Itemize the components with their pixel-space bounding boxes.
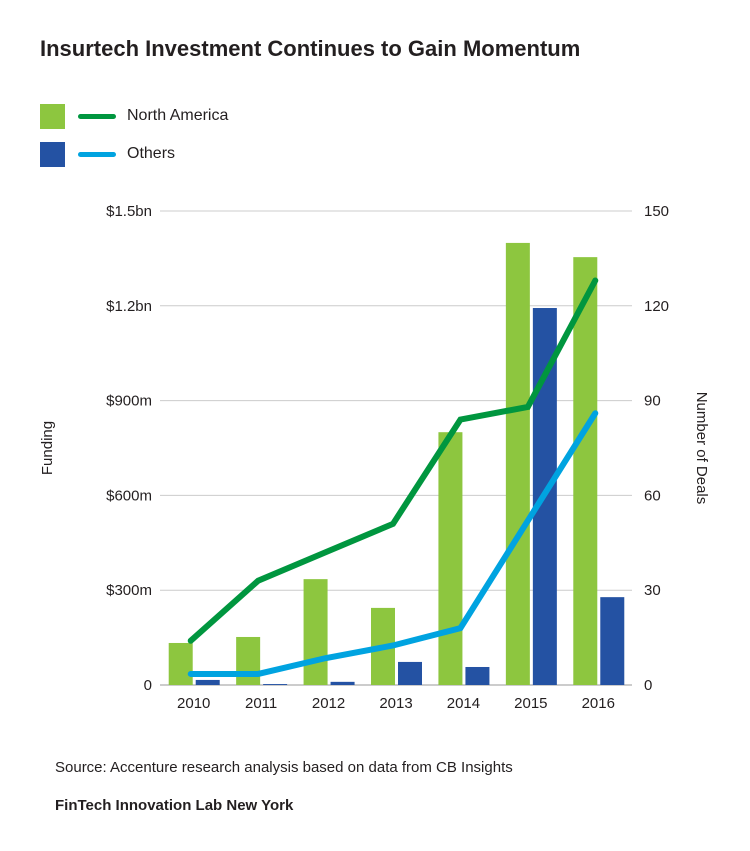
y-tick-label: 0 [144,677,152,694]
x-tick-label: 2016 [582,695,615,712]
bar-north-america [168,642,193,685]
bar-others [263,684,288,685]
y2-tick-label: 120 [644,298,669,315]
legend-label-north-america: North America [127,107,229,124]
y2-tick-label: 30 [644,582,661,599]
x-tick-label: 2012 [312,695,345,712]
bar-north-america [303,579,328,685]
y-tick-label: $300m [106,582,152,599]
bar-others [195,679,220,685]
x-tick-label: 2011 [245,695,277,712]
legend-line-swatch-north-america [78,114,116,119]
y-tick-label: $1.2bn [106,298,152,315]
bar-north-america [573,257,598,685]
bar-others [465,666,490,685]
y2-tick-label: 60 [644,487,661,504]
line-north-america [187,277,599,644]
x-tick-label: 2015 [514,695,547,712]
x-tick-label: 2014 [447,695,480,712]
legend-bar-swatch-north-america [40,104,65,129]
x-tick-label: 2010 [177,695,210,712]
chart-title: Insurtech Investment Continues to Gain M… [40,36,581,61]
bar-north-america [236,636,261,685]
y-tick-label: $900m [106,393,152,410]
y2-tick-label: 150 [644,203,669,220]
legend-bar-swatch-others [40,142,65,167]
bar-others [398,661,422,685]
line-others [187,410,599,677]
bar-north-america [438,432,463,685]
y2-axis-label: Number of Deals [693,392,710,505]
x-tick-label: 2013 [379,695,412,712]
legend-line-swatch-others [78,152,116,157]
bar-others [330,681,355,685]
y2-tick-label: 90 [644,393,661,410]
y2-tick-label: 0 [644,677,652,694]
y-axis-label: Funding [39,421,56,475]
y-tick-label: $1.5bn [106,203,152,220]
footer-credit: FinTech Innovation Lab New York [55,797,294,814]
source-note: Source: Accenture research analysis base… [55,759,513,776]
legend-label-others: Others [127,145,176,162]
bar-others [600,597,625,685]
bar-north-america [505,242,530,685]
y-tick-label: $600m [106,487,152,504]
